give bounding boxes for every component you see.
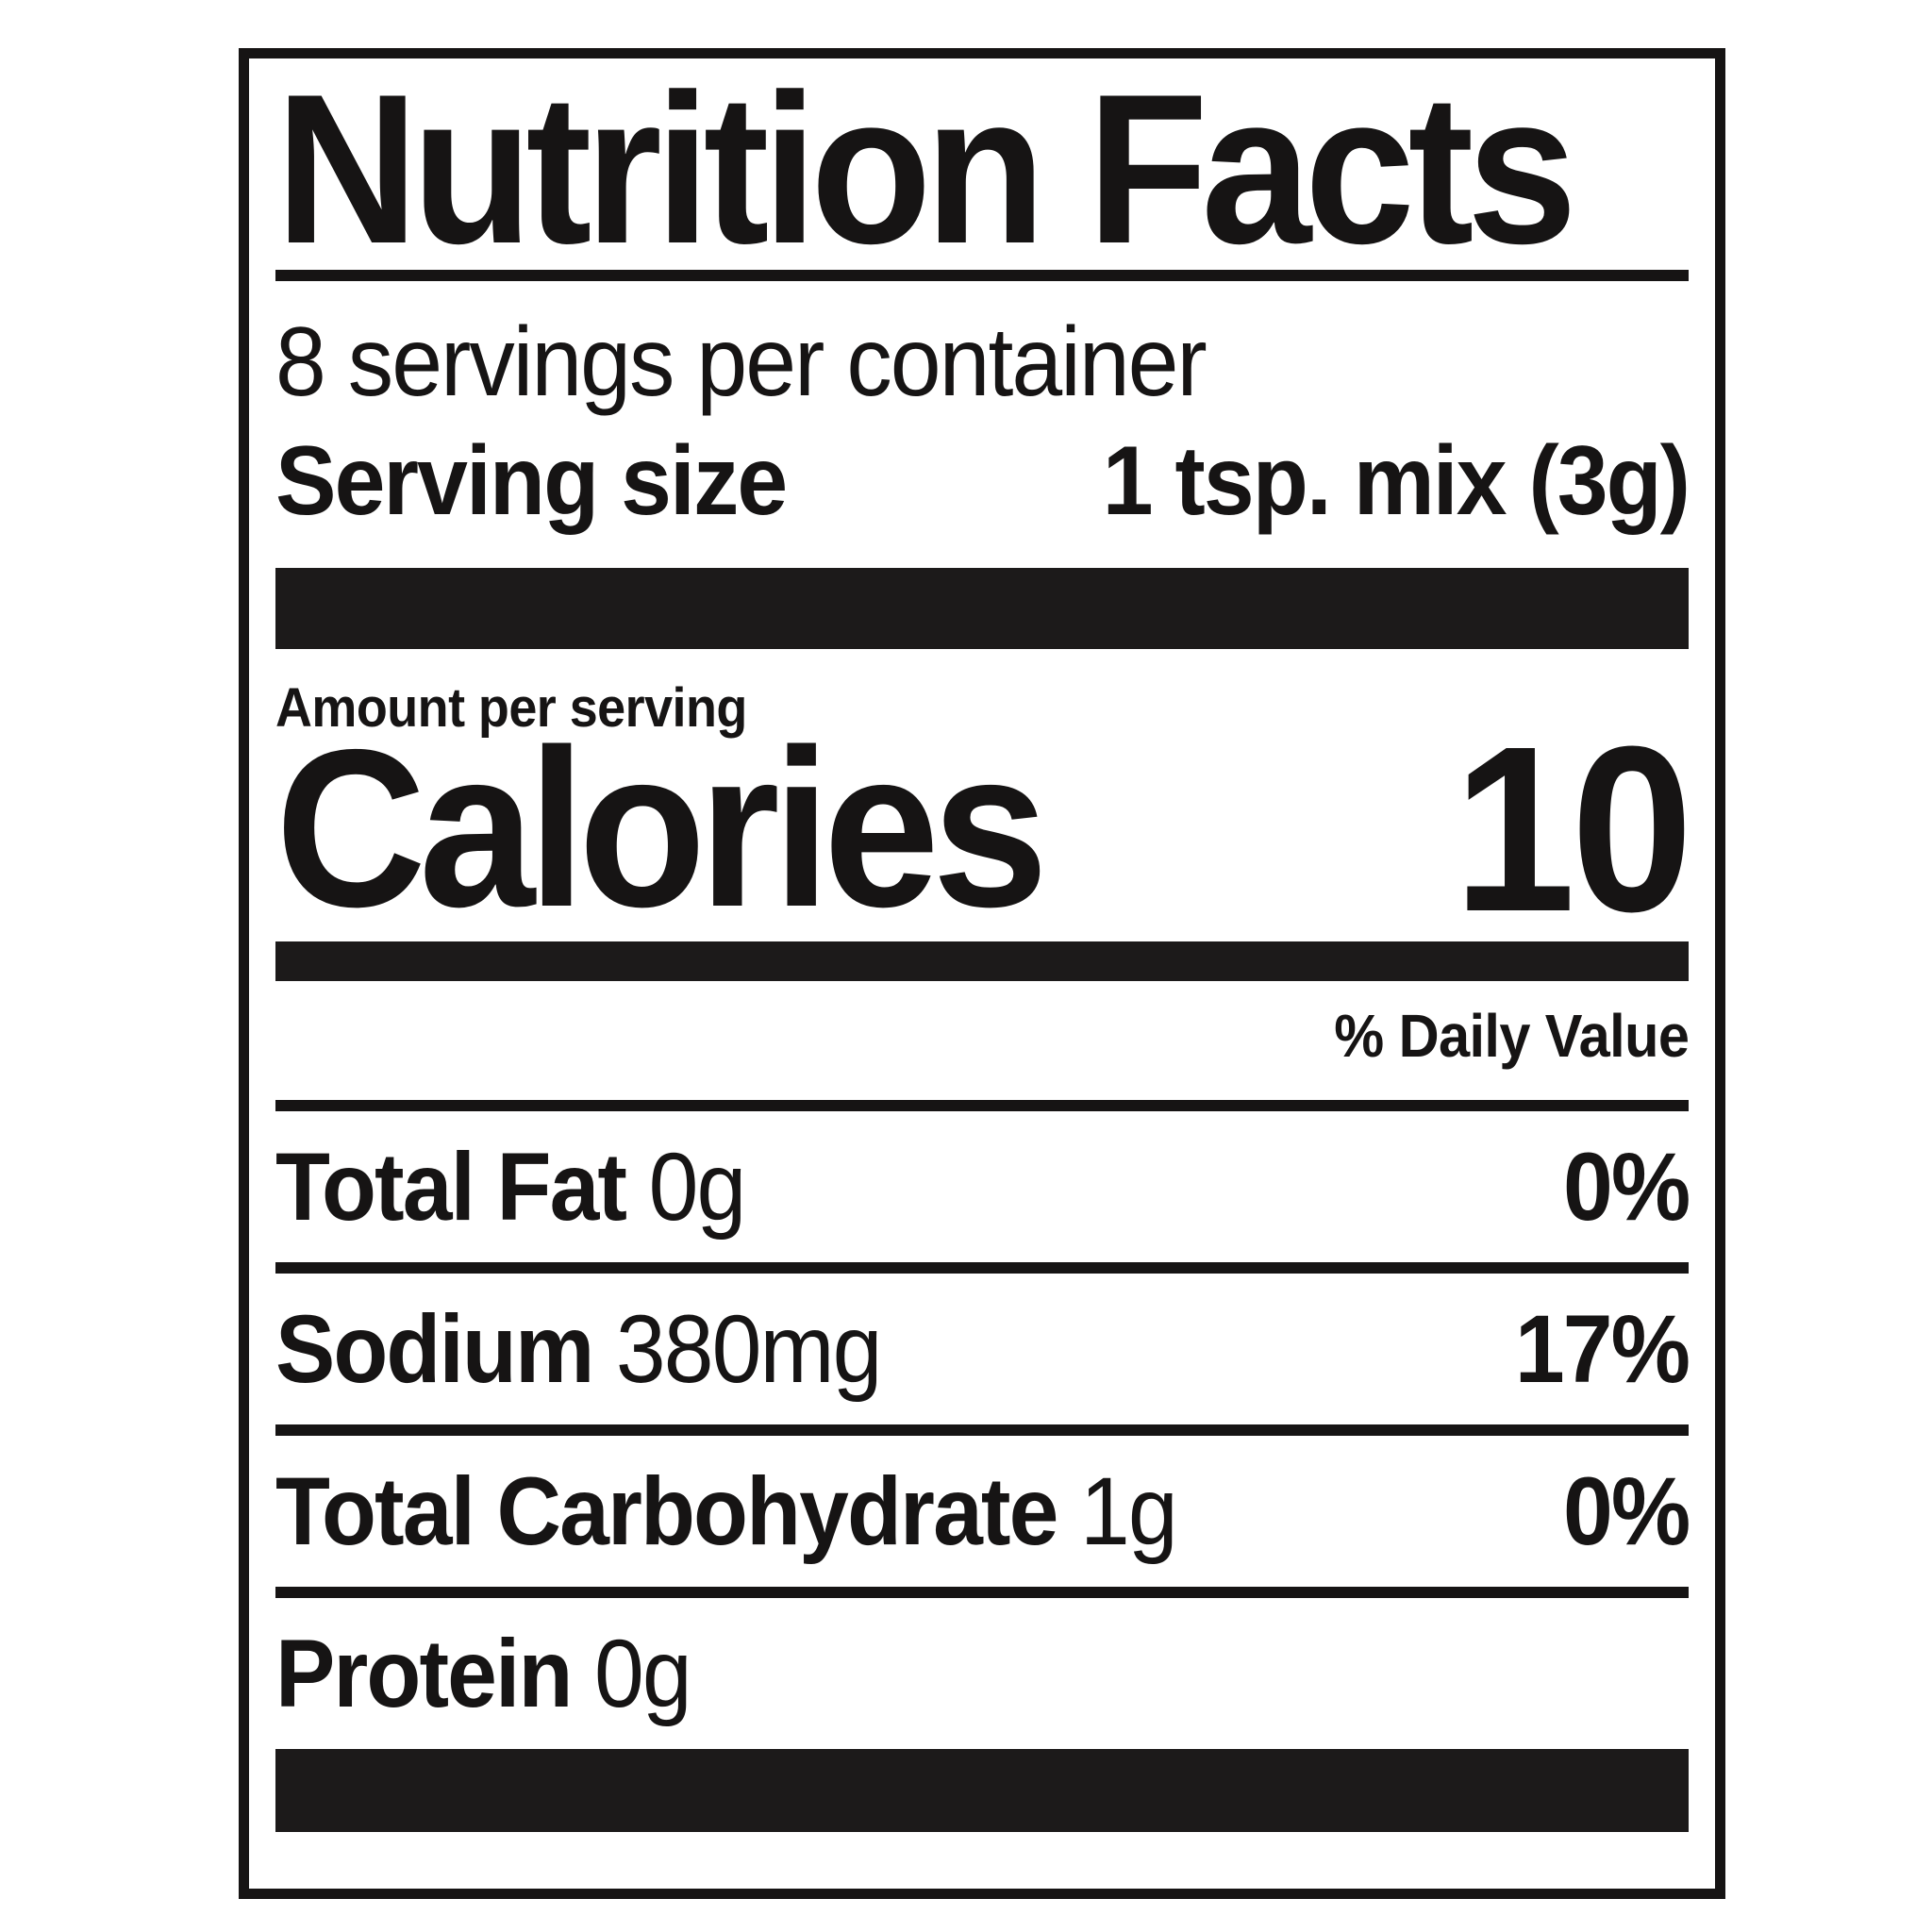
nutrient-row-sodium: Sodium 380mg 17% bbox=[275, 1295, 1690, 1403]
label-title: Nutrition Facts bbox=[275, 49, 1689, 288]
nutrient-name: Total Carbohydrate bbox=[275, 1457, 1058, 1565]
nutrient-daily-value: 0% bbox=[1562, 1133, 1690, 1241]
nutrient-name: Sodium bbox=[275, 1295, 594, 1403]
nutrient-amount: 0g bbox=[648, 1133, 747, 1241]
calories-row: Calories 10 bbox=[275, 697, 1693, 960]
medium-separator-bar bbox=[275, 941, 1689, 981]
serving-size-value: 1 tsp. mix (3g) bbox=[1102, 426, 1690, 536]
nutrient-row-protein: Protein 0g bbox=[275, 1623, 1689, 1724]
nutrient-amount: 0g bbox=[593, 1620, 692, 1727]
serving-size-label: Serving size bbox=[275, 426, 788, 536]
servings-per-container: 8 servings per container bbox=[275, 308, 1208, 417]
nutrient-divider-rule bbox=[275, 1100, 1689, 1111]
thick-separator-bar-top bbox=[275, 568, 1689, 649]
thick-separator-bar-bottom bbox=[275, 1749, 1689, 1832]
nutrient-amount: 1g bbox=[1079, 1457, 1178, 1565]
nutrient-name: Total Fat bbox=[275, 1133, 627, 1241]
nutrient-name: Protein bbox=[275, 1620, 573, 1727]
serving-size-row: Serving size 1 tsp. mix (3g) bbox=[275, 426, 1690, 536]
nutrient-divider-rule bbox=[275, 1587, 1689, 1598]
nutrition-facts-label: Nutrition Facts 8 servings per container… bbox=[239, 48, 1725, 1899]
calories-value: 10 bbox=[1453, 697, 1693, 960]
nutrient-daily-value: 17% bbox=[1514, 1295, 1690, 1403]
nutrient-row-total-fat: Total Fat 0g 0% bbox=[275, 1133, 1690, 1241]
nutrient-divider-rule bbox=[275, 1424, 1689, 1436]
nutrient-amount: 380mg bbox=[615, 1295, 882, 1403]
nutrient-row-total-carbohydrate: Total Carbohydrate 1g 0% bbox=[275, 1457, 1690, 1565]
label-title-text: Nutrition Facts bbox=[275, 49, 1577, 288]
nutrient-divider-rule bbox=[275, 1262, 1689, 1274]
title-divider-rule bbox=[275, 270, 1689, 281]
calories-label: Calories bbox=[275, 703, 1048, 954]
nutrient-daily-value: 0% bbox=[1562, 1457, 1690, 1565]
amount-per-serving-label: Amount per serving bbox=[275, 677, 747, 739]
daily-value-header: % Daily Value bbox=[1333, 1002, 1690, 1070]
